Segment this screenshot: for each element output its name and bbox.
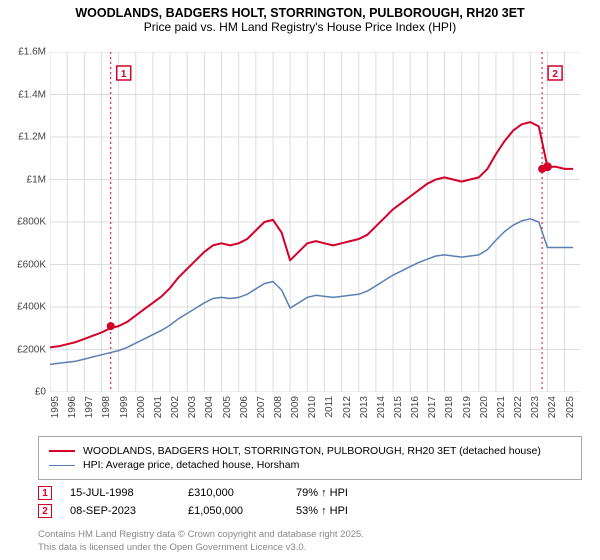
x-tick-label: 2019: [462, 396, 473, 418]
x-tick-label: 2024: [547, 396, 558, 418]
transaction-date: 08-SEP-2023: [70, 505, 170, 517]
x-tick-label: 2016: [410, 396, 421, 418]
x-tick-label: 2010: [307, 396, 318, 418]
x-tick-label: 2003: [187, 396, 198, 418]
x-tick-label: 2000: [136, 396, 147, 418]
y-axis: £0£200K£400K£600K£800K£1M£1.2M£1.4M£1.6M: [0, 52, 48, 392]
attribution-line: This data is licensed under the Open Gov…: [38, 542, 582, 554]
transaction-date: 15-JUL-1998: [70, 487, 170, 499]
x-tick-label: 2015: [393, 396, 404, 418]
chart-title-line1: WOODLANDS, BADGERS HOLT, STORRINGTON, PU…: [0, 0, 600, 20]
x-tick-label: 2002: [170, 396, 181, 418]
transaction-delta: 79% ↑ HPI: [296, 487, 348, 499]
svg-text:2: 2: [552, 69, 558, 80]
y-tick-label: £200K: [17, 344, 46, 355]
x-tick-label: 2013: [359, 396, 370, 418]
x-tick-label: 2008: [273, 396, 284, 418]
x-tick-label: 2018: [444, 396, 455, 418]
y-tick-label: £0: [35, 387, 46, 398]
x-tick-label: 2004: [204, 396, 215, 418]
x-tick-label: 2022: [513, 396, 524, 418]
x-tick-label: 2005: [222, 396, 233, 418]
x-tick-label: 2021: [496, 396, 507, 418]
chart-title-line2: Price paid vs. HM Land Registry's House …: [0, 20, 600, 40]
legend-label-hpi: HPI: Average price, detached house, Hors…: [83, 459, 299, 471]
x-tick-label: 1998: [101, 396, 112, 418]
x-tick-label: 2023: [530, 396, 541, 418]
transaction-marker-icon: 1: [38, 486, 52, 500]
x-tick-label: 2011: [324, 396, 335, 418]
x-tick-label: 1995: [50, 396, 61, 418]
x-tick-label: 2014: [376, 396, 387, 418]
x-tick-label: 2009: [290, 396, 301, 418]
house-price-chart: WOODLANDS, BADGERS HOLT, STORRINGTON, PU…: [0, 0, 600, 560]
x-tick-label: 1997: [84, 396, 95, 418]
legend-item-hpi: HPI: Average price, detached house, Hors…: [49, 459, 571, 471]
x-tick-label: 2007: [256, 396, 267, 418]
x-tick-label: 2025: [565, 396, 576, 418]
transaction-row: 1 15-JUL-1998 £310,000 79% ↑ HPI: [38, 486, 582, 500]
x-tick-label: 2012: [342, 396, 353, 418]
x-tick-label: 2001: [153, 396, 164, 418]
x-axis: 1995 1996 1997 1998 1999 2000 2001 2002 2003 2004…: [50, 392, 580, 432]
legend: WOODLANDS, BADGERS HOLT, STORRINGTON, PU…: [38, 436, 582, 480]
x-tick-label: 2006: [239, 396, 250, 418]
y-tick-label: £400K: [17, 302, 46, 313]
y-tick-label: £1.2M: [18, 132, 46, 143]
legend-swatch-hpi: [49, 465, 75, 466]
x-tick-label: 2020: [479, 396, 490, 418]
y-tick-label: £600K: [17, 259, 46, 270]
y-tick-label: £1.6M: [18, 47, 46, 58]
legend-swatch-property: [49, 450, 75, 452]
svg-text:1: 1: [121, 69, 127, 80]
y-tick-label: £1.4M: [18, 89, 46, 100]
plot-area: 12: [50, 52, 580, 392]
x-tick-label: 1999: [119, 396, 130, 418]
transaction-marker-icon: 2: [38, 504, 52, 518]
x-tick-label: 1996: [67, 396, 78, 418]
transaction-row: 2 08-SEP-2023 £1,050,000 53% ↑ HPI: [38, 504, 582, 518]
attribution-line: Contains HM Land Registry data © Crown c…: [38, 529, 582, 541]
transaction-price: £310,000: [188, 487, 278, 499]
transaction-price: £1,050,000: [188, 505, 278, 517]
y-tick-label: £800K: [17, 217, 46, 228]
attribution: Contains HM Land Registry data © Crown c…: [38, 529, 582, 554]
y-tick-label: £1M: [27, 174, 46, 185]
transactions: 1 15-JUL-1998 £310,000 79% ↑ HPI 2 08-SE…: [38, 482, 582, 522]
legend-label-property: WOODLANDS, BADGERS HOLT, STORRINGTON, PU…: [83, 445, 541, 457]
transaction-delta: 53% ↑ HPI: [296, 505, 348, 517]
x-tick-label: 2017: [427, 396, 438, 418]
legend-item-property: WOODLANDS, BADGERS HOLT, STORRINGTON, PU…: [49, 445, 571, 457]
